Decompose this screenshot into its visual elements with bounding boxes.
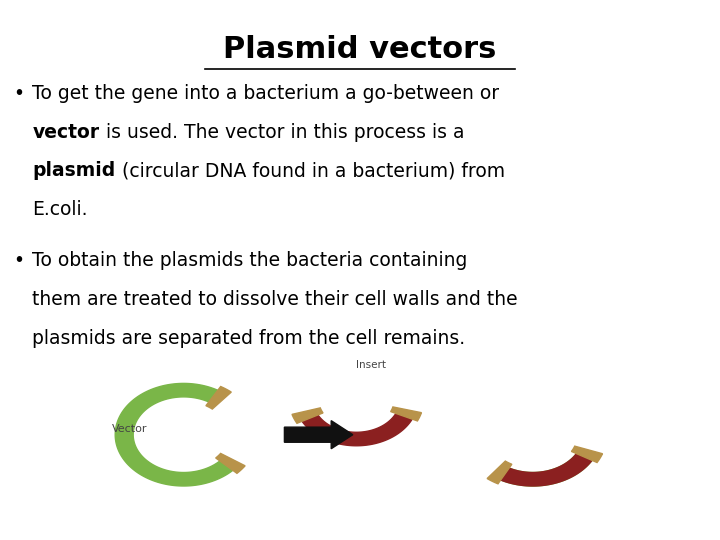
Text: E.coli.: E.coli. xyxy=(32,200,88,219)
Text: them are treated to dissolve their cell walls and the: them are treated to dissolve their cell … xyxy=(32,290,518,309)
Text: To obtain the plasmids the bacteria containing: To obtain the plasmids the bacteria cont… xyxy=(32,251,468,270)
Text: Vector: Vector xyxy=(112,424,148,434)
Polygon shape xyxy=(299,411,414,446)
Polygon shape xyxy=(391,407,421,421)
Text: Insert: Insert xyxy=(356,360,386,370)
Polygon shape xyxy=(487,461,512,484)
Polygon shape xyxy=(115,383,236,486)
Text: vector: vector xyxy=(32,123,99,141)
FancyArrow shape xyxy=(284,421,353,449)
Polygon shape xyxy=(292,408,323,423)
Text: (circular DNA found in a bacterium) from: (circular DNA found in a bacterium) from xyxy=(116,161,505,180)
Polygon shape xyxy=(572,446,603,462)
Polygon shape xyxy=(494,451,595,486)
Text: Plasmid vectors: Plasmid vectors xyxy=(223,35,497,64)
Text: •: • xyxy=(13,251,24,270)
Text: is used. The vector in this process is a: is used. The vector in this process is a xyxy=(99,123,464,141)
Polygon shape xyxy=(216,454,245,474)
Text: plasmid: plasmid xyxy=(32,161,116,180)
Text: •: • xyxy=(13,84,24,103)
Polygon shape xyxy=(494,451,595,486)
Text: plasmids are separated from the cell remains.: plasmids are separated from the cell rem… xyxy=(32,329,466,348)
Polygon shape xyxy=(206,387,231,409)
Text: To get the gene into a bacterium a go-between or: To get the gene into a bacterium a go-be… xyxy=(32,84,500,103)
